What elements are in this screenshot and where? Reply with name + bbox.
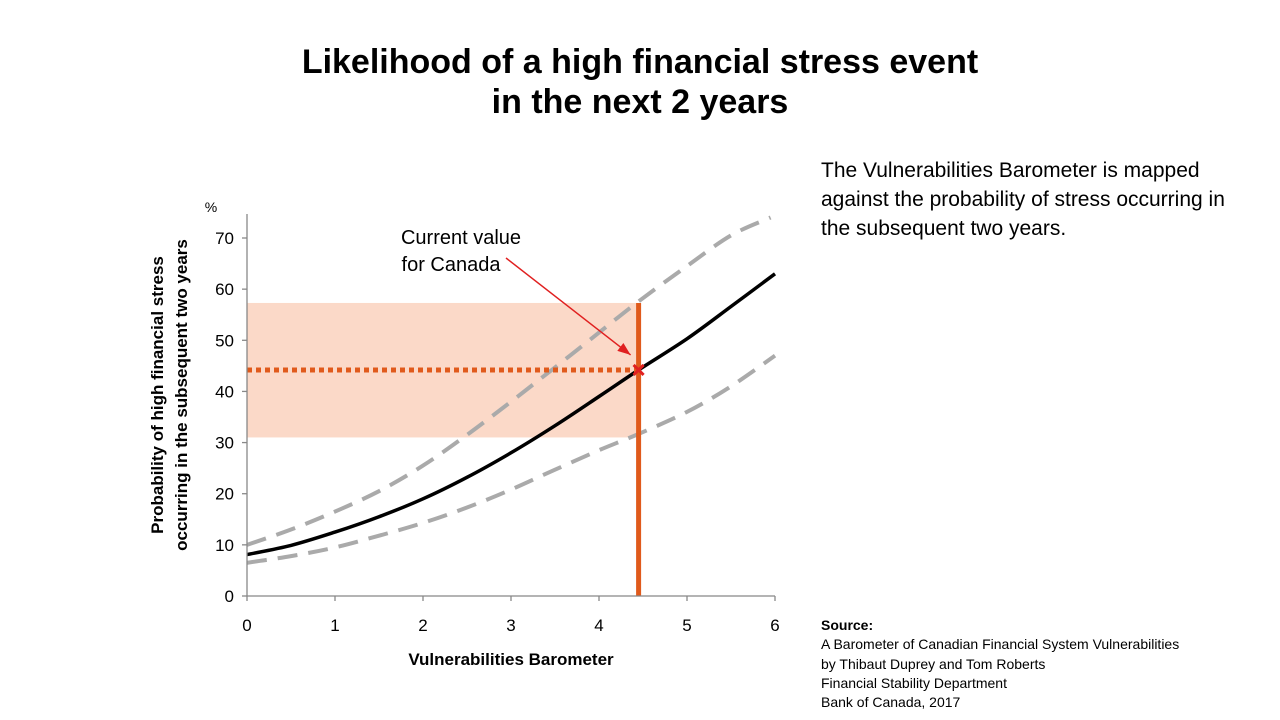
y-tick-label: 60 bbox=[215, 280, 234, 299]
x-tick-label: 3 bbox=[506, 616, 515, 635]
annotation-line-1: Current value bbox=[401, 227, 521, 249]
y-tick-label: 40 bbox=[215, 382, 234, 401]
annotation-line-2: for Canada bbox=[402, 254, 502, 276]
y-tick-label: 70 bbox=[215, 229, 234, 248]
slide-title: Likelihood of a high financial stress ev… bbox=[140, 42, 1140, 122]
y-tick-label: 0 bbox=[225, 587, 234, 606]
source-line-3: Financial Stability Department bbox=[821, 674, 1007, 691]
x-tick-label: 6 bbox=[770, 616, 779, 635]
y-axis-title-line-1: Probability of high financial stress bbox=[148, 256, 167, 534]
slide-title-line-2: in the next 2 years bbox=[491, 83, 789, 121]
source-line-1: A Barometer of Canadian Financial System… bbox=[821, 636, 1180, 653]
source-block: Source: A Barometer of Canadian Financia… bbox=[821, 616, 1271, 712]
current-value-marker bbox=[632, 363, 645, 377]
x-tick-label: 4 bbox=[594, 616, 603, 635]
y-tick-label: 30 bbox=[215, 434, 234, 453]
slide-title-line-1: Likelihood of a high financial stress ev… bbox=[301, 43, 979, 81]
x-tick-label: 0 bbox=[242, 616, 251, 635]
x-tick-label: 5 bbox=[682, 616, 691, 635]
x-axis-title: Vulnerabilities Barometer bbox=[408, 650, 614, 669]
annotation-arrow-line bbox=[505, 257, 632, 356]
series-line-lower-band bbox=[246, 353, 777, 565]
source-label: Source: bbox=[821, 617, 874, 633]
y-axis-title-line-2: occurring in the subsequent two years bbox=[172, 239, 191, 551]
source-line-4: Bank of Canada, 2017 bbox=[821, 694, 961, 711]
stress-probability-chart: 0 10 20 30 40 50 60 70 0 1 2 3 4 5 6 % Vulnerabilities… bbox=[148, 199, 780, 669]
series-line-estimate bbox=[246, 272, 777, 557]
source-line-2: by Thibaut Duprey and Tom Roberts bbox=[821, 655, 1046, 672]
y-tick-label: 10 bbox=[215, 536, 234, 555]
annotation-arrowhead bbox=[617, 343, 631, 355]
chart-description: The Vulnerabilities Barometer is mapped … bbox=[821, 159, 1225, 240]
x-tick-label: 1 bbox=[330, 616, 339, 635]
x-tick-label: 2 bbox=[418, 616, 427, 635]
y-tick-label: 50 bbox=[215, 331, 234, 350]
y-unit-label: % bbox=[205, 199, 217, 215]
series-line-upper-band bbox=[246, 215, 772, 547]
y-tick-label: 20 bbox=[215, 485, 234, 504]
